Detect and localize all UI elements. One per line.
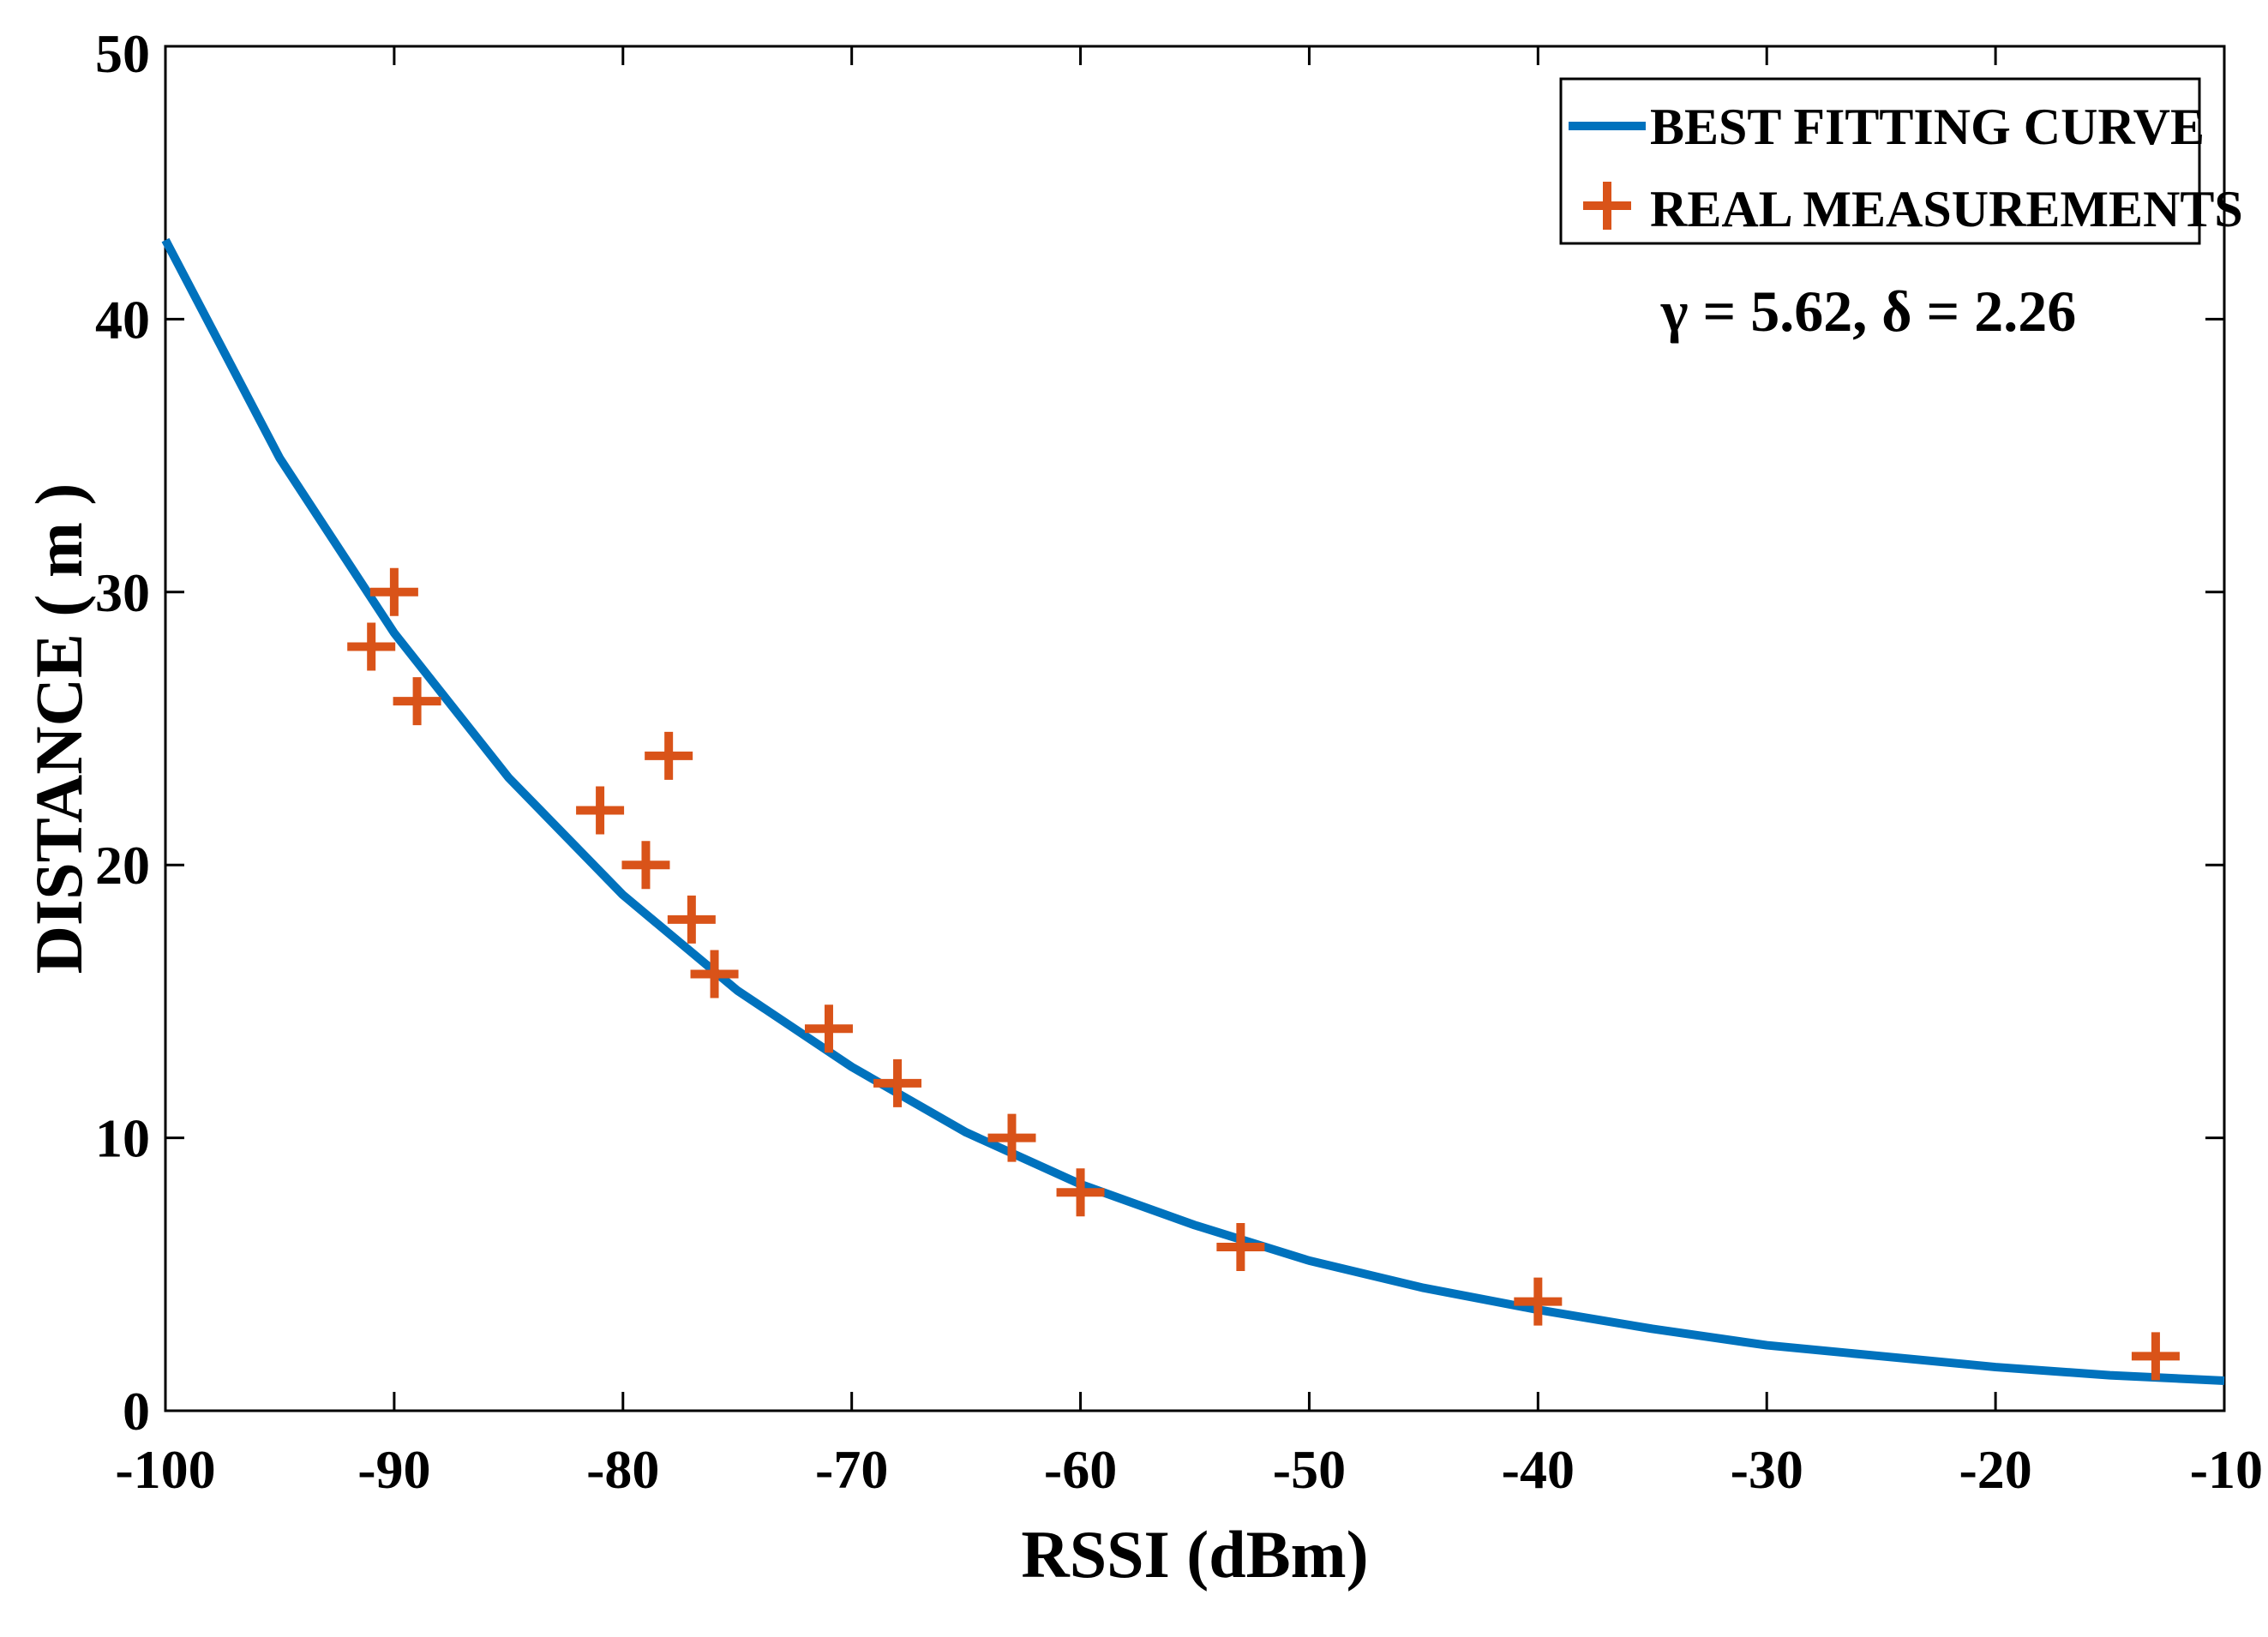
legend-marker-swatch (1583, 182, 1631, 230)
measurement-point (576, 786, 625, 835)
x-tick-label: -10 (2190, 1439, 2263, 1500)
measurement-point (393, 677, 441, 726)
x-tick-label: -60 (1044, 1439, 1117, 1500)
y-axis-title: DISTANCE ( m ) (21, 483, 96, 974)
measurement-point (1056, 1168, 1105, 1217)
measurement-point (1514, 1277, 1563, 1326)
parameter-annotation: γ = 5.62, δ = 2.26 (1660, 279, 2077, 344)
y-tick-labels: 0 10 20 30 40 50 (95, 23, 150, 1442)
y-tick-label: 20 (95, 835, 150, 896)
axis-ticks (164, 45, 2226, 1412)
measurement-point (873, 1058, 922, 1107)
series-layer (161, 237, 2225, 1385)
legend-plus-marker (1583, 182, 1631, 230)
x-tick-label: -90 (357, 1439, 430, 1500)
measurement-point (987, 1113, 1036, 1162)
y-tick-label: 30 (95, 562, 150, 623)
x-tick-labels: -100 -90 -80 -70 -60 -50 -40 -30 -20 -10 (115, 1439, 2263, 1500)
fit-curve-line (161, 237, 2225, 1385)
x-tick-label: -20 (1959, 1439, 2031, 1500)
y-tick-label: 10 (95, 1108, 150, 1169)
x-tick-label: -30 (1731, 1439, 1803, 1500)
x-tick-label: -40 (1502, 1439, 1575, 1500)
plot-area (164, 45, 2226, 1412)
y-tick-label: 0 (123, 1381, 150, 1442)
measurement-point (621, 841, 670, 890)
measurement-point (369, 567, 418, 616)
y-tick-label: 50 (95, 23, 150, 84)
x-tick-label: -100 (115, 1439, 215, 1500)
x-axis-title: RSSI (dBm) (1021, 1517, 1368, 1592)
legend-label-fit: BEST FITTING CURVE (1650, 99, 2205, 155)
x-tick-label: -70 (815, 1439, 888, 1500)
x-tick-label: -50 (1273, 1439, 1346, 1500)
measurement-point (804, 1004, 853, 1053)
legend-box (1559, 77, 2201, 245)
measurement-point (690, 950, 739, 998)
measurement-point (1216, 1222, 1265, 1271)
measurement-point (645, 731, 693, 780)
legend: BEST FITTING CURVE REAL MEASUREMENTS (1559, 77, 2243, 245)
measurement-point (347, 622, 396, 671)
x-tick-label: -80 (586, 1439, 659, 1500)
measurement-point (2131, 1332, 2180, 1381)
y-tick-label: 40 (95, 289, 150, 350)
legend-label-measurements: REAL MEASUREMENTS (1650, 181, 2243, 237)
measurement-point (667, 895, 716, 944)
